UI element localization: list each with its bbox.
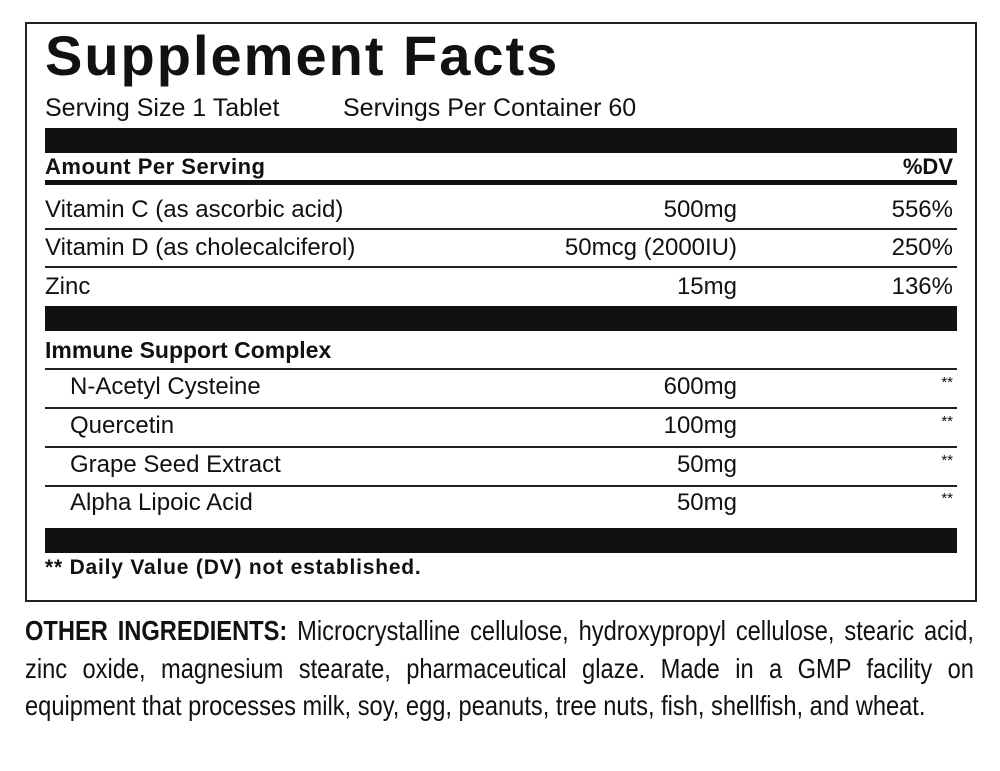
divider-thick xyxy=(45,180,957,185)
divider-bar xyxy=(45,528,957,553)
rule xyxy=(45,446,957,448)
divider-bar xyxy=(45,128,957,153)
nutrient-amount: 500mg xyxy=(663,196,737,223)
nutrient-name: Vitamin D (as cholecalciferol) xyxy=(45,234,356,261)
serving-size: Serving Size 1 Tablet xyxy=(45,94,280,122)
other-ingredients: OTHER INGREDIENTS: Microcrystalline cell… xyxy=(25,612,974,725)
item-dv: ** xyxy=(941,374,953,391)
item-name: Grape Seed Extract xyxy=(70,451,281,478)
complex-title: Immune Support Complex xyxy=(45,337,332,363)
servings-per-container: Servings Per Container 60 xyxy=(343,94,637,122)
item-amount: 100mg xyxy=(663,412,737,439)
rule xyxy=(45,407,957,409)
item-name: Alpha Lipoic Acid xyxy=(70,489,253,516)
nutrient-dv: 136% xyxy=(891,273,953,300)
item-name: Quercetin xyxy=(70,412,175,439)
item-dv: ** xyxy=(941,413,953,430)
nutrient-dv: 556% xyxy=(891,196,953,223)
rule xyxy=(45,368,957,370)
nutrient-dv: 250% xyxy=(891,234,953,261)
item-name: N-Acetyl Cysteine xyxy=(70,373,261,400)
nutrient-name: Vitamin C (as ascorbic acid) xyxy=(45,196,344,223)
other-text: Microcrystalline cellulose, hydroxypropy… xyxy=(25,615,974,721)
item-amount: 600mg xyxy=(663,373,737,400)
nutrient-name: Zinc xyxy=(45,273,91,300)
item-amount: 50mg xyxy=(676,451,737,478)
rule xyxy=(45,485,957,487)
item-dv: ** xyxy=(941,452,953,469)
divider-bar xyxy=(45,306,957,331)
rule xyxy=(45,228,957,230)
dv-header: %DV xyxy=(902,154,953,179)
nutrient-amount: 15mg xyxy=(676,273,737,300)
item-amount: 50mg xyxy=(676,489,737,516)
footnote: ** Daily Value (DV) not established. xyxy=(45,556,422,579)
facts-panel xyxy=(25,22,977,602)
nutrient-amount: 50mcg (2000IU) xyxy=(564,234,737,261)
item-dv: ** xyxy=(941,490,953,507)
title: Supplement Facts xyxy=(45,24,560,87)
amount-header: Amount Per Serving xyxy=(45,154,266,179)
rule xyxy=(45,266,957,268)
other-label: OTHER INGREDIENTS: xyxy=(25,615,288,646)
